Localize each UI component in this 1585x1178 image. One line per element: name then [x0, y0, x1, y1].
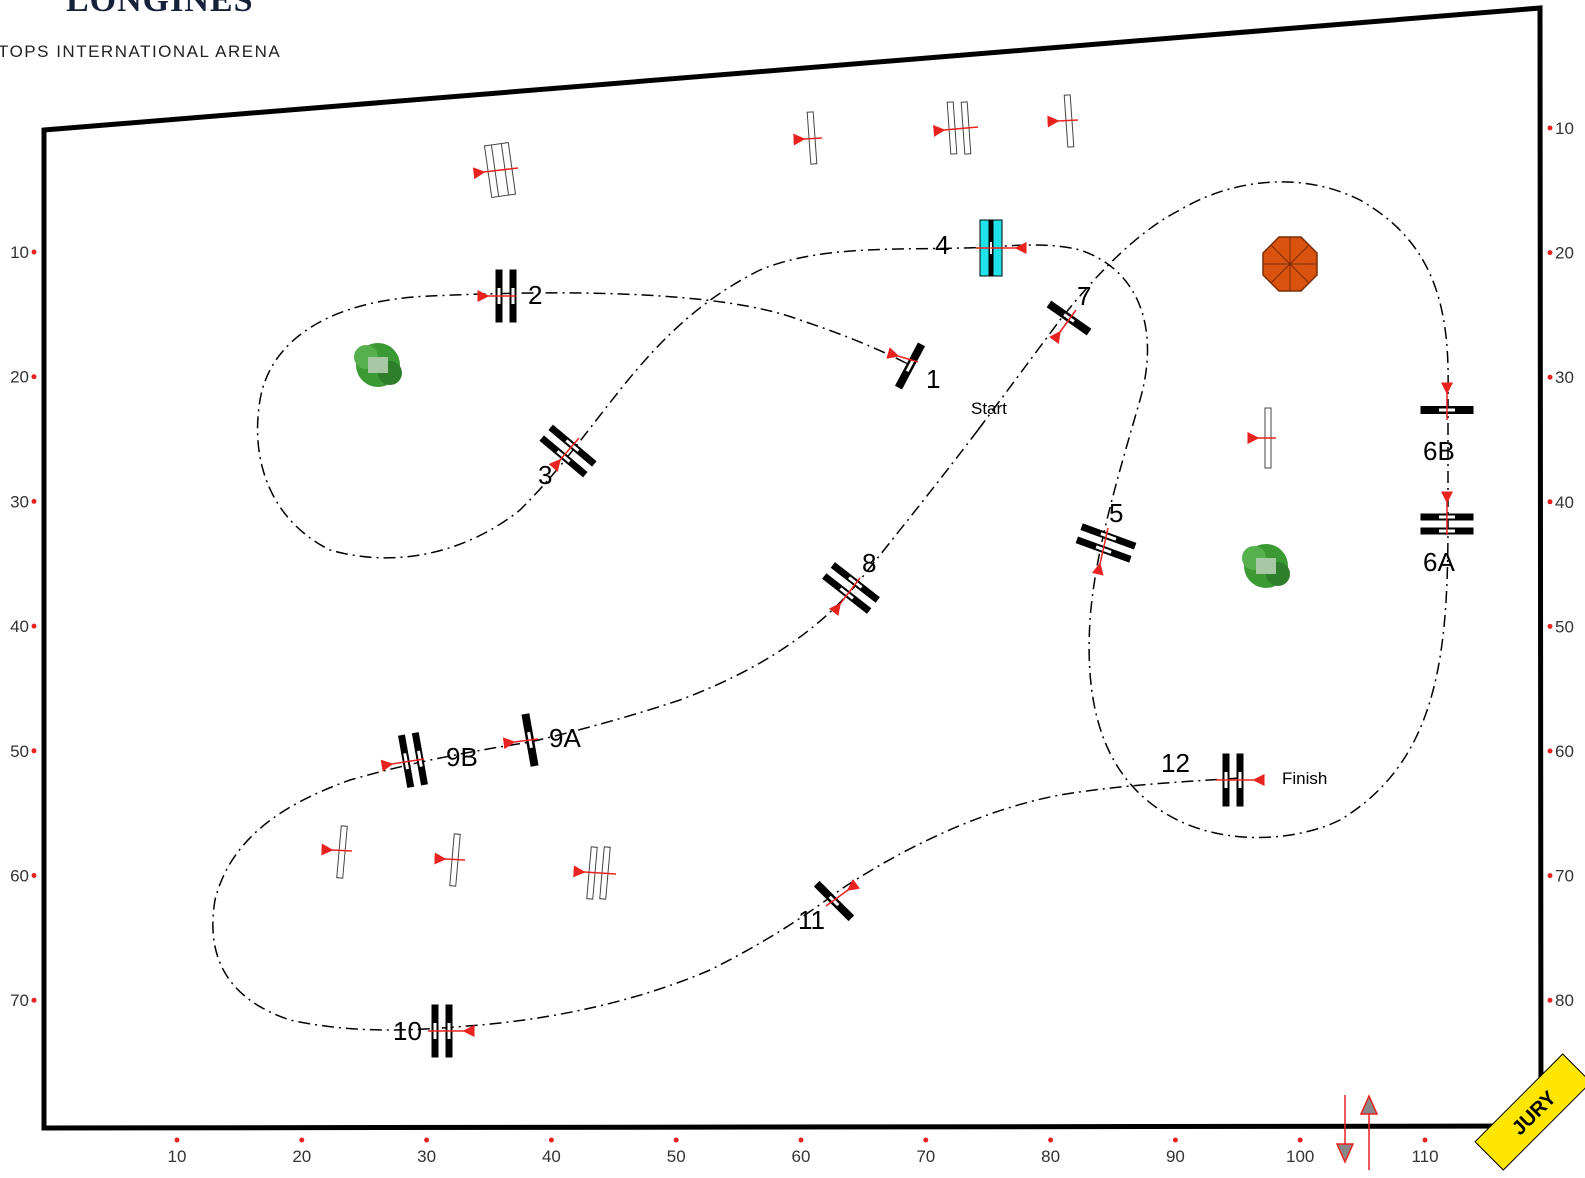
bottom-scale-marker [1048, 1137, 1054, 1143]
bottom-scale-marker [1297, 1137, 1303, 1143]
obstacle-label-2: 2 [528, 280, 542, 310]
bottom-scale-label: 80 [1041, 1147, 1060, 1166]
obstacle-label-9b: 9B [446, 742, 478, 772]
obstacle-8 [822, 562, 880, 614]
bottom-scale-marker [1422, 1137, 1428, 1143]
arena-name: TOPS INTERNATIONAL ARENA [0, 42, 282, 61]
bottom-scale-label: 10 [168, 1147, 187, 1166]
obstacle-7 [1046, 300, 1092, 336]
course-route [212, 181, 1449, 1031]
left-scale-marker [31, 748, 37, 754]
right-scale-label: 20 [1555, 244, 1574, 263]
bottom-scale-marker [174, 1137, 180, 1143]
bottom-scale-marker [299, 1137, 305, 1143]
obstacle-label-7: 7 [1077, 281, 1091, 311]
obstacle-label-4: 4 [935, 230, 949, 260]
left-scale-label: 10 [10, 243, 29, 262]
brand-logo: LONGINES [66, 0, 254, 19]
obstacle-1 [894, 342, 926, 390]
umbrella-icon [1262, 236, 1318, 292]
left-scale-label: 50 [10, 742, 29, 761]
bottom-scale-label: 30 [417, 1147, 436, 1166]
obstacle-label-5: 5 [1109, 498, 1123, 528]
jury-badge: JURY [1474, 1053, 1585, 1171]
bottom-scale-label: 50 [667, 1147, 686, 1166]
obstacle-label-9a: 9A [549, 723, 581, 753]
finish-label: Finish [1282, 769, 1327, 788]
obstacle-label-3: 3 [538, 460, 552, 490]
right-scale: 10 20 30 40 50 60 70 80 [1547, 119, 1574, 1010]
bottom-scale: 10 20 30 40 50 60 70 80 90 100 110 [168, 1137, 1439, 1166]
left-scale-label: 40 [10, 617, 29, 636]
bottom-scale-label: 20 [292, 1147, 311, 1166]
right-scale-label: 60 [1555, 742, 1574, 761]
right-scale-label: 70 [1555, 867, 1574, 886]
bottom-scale-marker [1172, 1137, 1178, 1143]
obstacle-label-11: 11 [798, 905, 825, 935]
obstacle-label-1: 1 [926, 364, 940, 394]
obstacle-label-6b: 6B [1423, 436, 1455, 466]
bottom-scale-label: 40 [542, 1147, 561, 1166]
obstacle-label-10: 10 [393, 1016, 422, 1046]
left-scale-label: 20 [10, 368, 29, 387]
bottom-scale-label: 90 [1166, 1147, 1185, 1166]
spare-fence-arrows [321, 115, 1276, 878]
bottom-scale-label: 60 [792, 1147, 811, 1166]
obstacle-label-6a: 6A [1423, 547, 1455, 577]
right-scale-label: 50 [1555, 617, 1574, 636]
left-scale-marker [31, 374, 37, 380]
right-scale-marker [1547, 623, 1553, 629]
bottom-scale-label: 110 [1411, 1147, 1438, 1166]
right-scale-marker [1547, 125, 1553, 131]
right-scale-marker [1547, 499, 1553, 505]
start-label: Start [971, 399, 1007, 418]
left-scale-marker [31, 623, 37, 629]
tree-left [354, 343, 402, 387]
right-scale-label: 80 [1555, 991, 1574, 1010]
obstacle-labels: 1 2 3 4 5 6A 6B 7 8 9A 9B 10 11 12 [393, 230, 1455, 1046]
bottom-scale-label: 70 [916, 1147, 935, 1166]
right-scale-label: 30 [1555, 368, 1574, 387]
direction-arrows [380, 242, 1453, 1037]
right-scale-marker [1547, 250, 1553, 256]
tree-right [1242, 544, 1290, 588]
right-scale-label: 40 [1555, 493, 1574, 512]
left-scale-label: 30 [10, 492, 29, 511]
obstacle-5 [1075, 523, 1137, 563]
bottom-scale-marker [798, 1137, 804, 1143]
bottom-scale-marker [673, 1137, 679, 1143]
left-scale-marker [31, 997, 37, 1003]
left-scale-marker [31, 873, 37, 878]
obstacle-label-12: 12 [1161, 748, 1190, 778]
right-scale-label: 10 [1555, 119, 1574, 138]
arena-border [41, 5, 1544, 1131]
left-scale-marker [31, 249, 37, 255]
right-scale-marker [1547, 997, 1553, 1003]
bottom-scale-marker [548, 1137, 554, 1143]
obstacle-label-8: 8 [862, 548, 876, 578]
left-scale: 10 20 30 40 50 60 70 [10, 243, 37, 1010]
right-scale-marker [1547, 748, 1553, 754]
bottom-scale-label: 100 [1286, 1147, 1314, 1166]
entrance-arrows [1335, 1094, 1379, 1170]
left-scale-label: 70 [10, 991, 29, 1010]
bottom-scale-marker [923, 1137, 929, 1143]
spare-fences [336, 94, 1272, 900]
obstacles [398, 219, 1474, 1058]
left-scale-marker [31, 498, 37, 504]
right-scale-marker [1547, 374, 1553, 380]
bottom-scale-marker [424, 1137, 430, 1143]
right-scale-marker [1547, 873, 1553, 879]
left-scale-label: 60 [10, 867, 29, 886]
